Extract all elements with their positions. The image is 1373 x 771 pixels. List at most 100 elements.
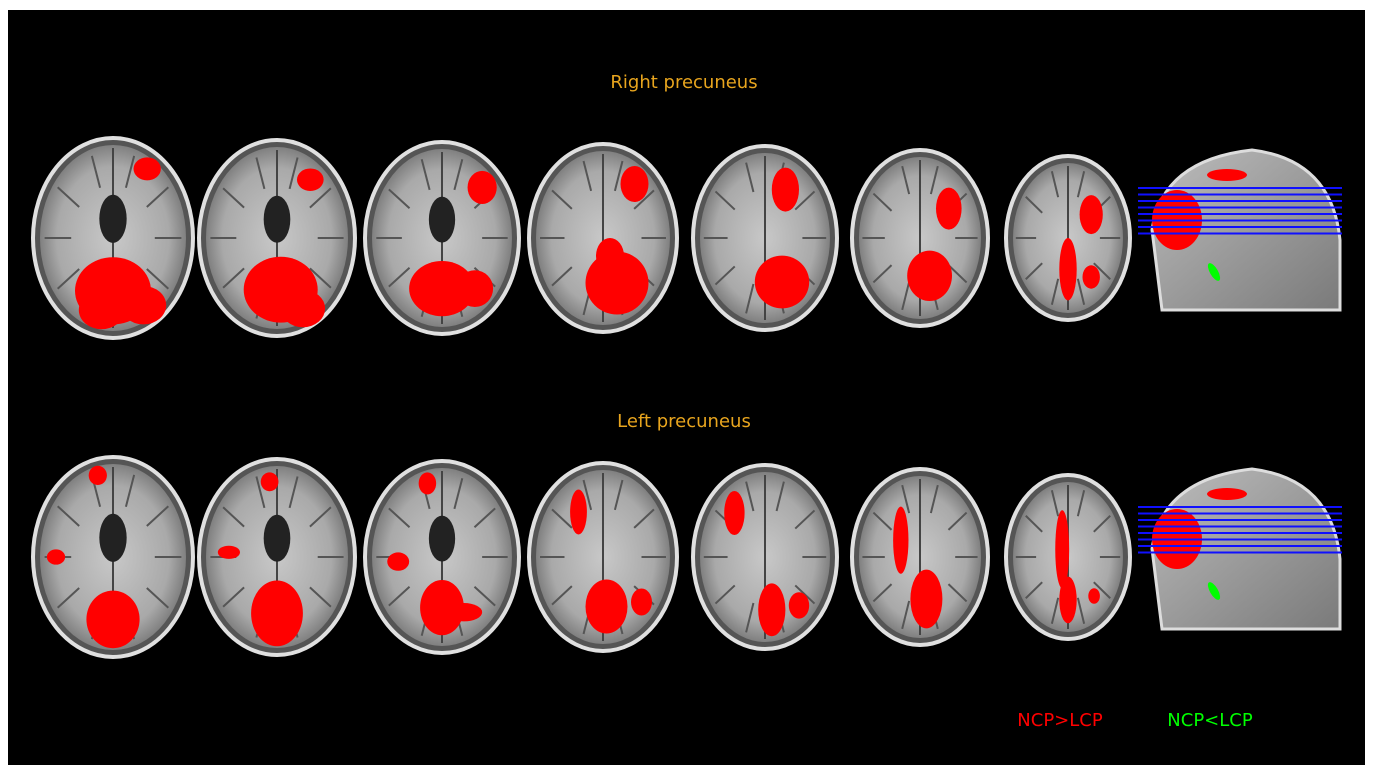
activation	[467, 170, 497, 204]
activation	[1055, 510, 1070, 589]
activation	[724, 491, 745, 535]
axial-slice	[850, 467, 990, 647]
sulcus	[613, 479, 624, 511]
sulcus	[1050, 597, 1060, 624]
sulcus	[255, 476, 266, 509]
sulcus	[1025, 581, 1043, 599]
activation	[418, 472, 437, 495]
sulcus	[714, 584, 736, 605]
activation	[86, 590, 140, 649]
sulcus	[1050, 490, 1060, 517]
sulcus	[794, 584, 816, 605]
sulcus	[146, 268, 170, 290]
axial-slice	[31, 455, 195, 659]
sulcus	[551, 189, 573, 210]
activation	[570, 489, 587, 535]
activation	[585, 579, 628, 634]
axial-slice	[1004, 154, 1132, 322]
activation	[910, 569, 943, 629]
sulcus	[388, 507, 411, 528]
sagittal-slice	[1138, 148, 1342, 312]
axial-slice	[363, 459, 521, 655]
sulcus	[551, 508, 573, 529]
sulcus	[901, 281, 911, 311]
axial-slice	[363, 140, 521, 336]
sulcus	[1093, 262, 1111, 280]
ventricle	[263, 195, 291, 243]
sulcus	[633, 189, 655, 210]
sulcus	[453, 159, 464, 191]
activation	[251, 580, 303, 647]
sulcus	[1050, 171, 1060, 198]
sulcus	[794, 190, 816, 211]
activation	[1059, 576, 1077, 624]
sulcus	[1025, 262, 1043, 280]
ventricle	[99, 194, 127, 243]
sulcus	[453, 478, 464, 510]
sulcus	[1093, 515, 1111, 533]
sulcus	[288, 476, 299, 509]
sulcus	[745, 283, 755, 314]
sulcus	[745, 602, 755, 633]
activation	[280, 289, 326, 328]
sulcus	[551, 266, 573, 287]
legend-label: NCP<LCP	[1167, 710, 1253, 731]
sulcus	[146, 587, 170, 609]
sulcus	[947, 583, 968, 603]
sulcus	[309, 586, 332, 608]
sulcus	[222, 267, 245, 289]
sulcus	[714, 265, 736, 286]
activation	[771, 167, 800, 212]
sulcus	[388, 586, 411, 607]
axial-slice	[527, 142, 679, 334]
activation	[754, 255, 810, 309]
sulcus	[872, 264, 893, 284]
axial-slice	[527, 461, 679, 653]
ventricle	[428, 196, 456, 243]
sulcus	[794, 509, 816, 530]
activation	[1207, 169, 1247, 181]
activation	[260, 472, 279, 492]
sulcus	[309, 187, 332, 209]
axial-slice	[31, 136, 195, 340]
sulcus	[146, 505, 170, 527]
sagittal-slice	[1138, 467, 1342, 631]
sulcus	[124, 155, 136, 189]
activation	[1059, 238, 1077, 301]
sulcus	[255, 157, 266, 190]
cluster	[1207, 582, 1221, 600]
activation	[907, 250, 952, 301]
axial-slice	[850, 148, 990, 328]
activation	[120, 286, 167, 325]
sulcus	[222, 506, 245, 528]
sulcus	[1025, 515, 1043, 533]
activation	[1082, 265, 1100, 289]
sulcus	[473, 507, 496, 528]
activation	[456, 270, 494, 307]
sulcus	[613, 160, 624, 192]
activation	[296, 168, 324, 191]
sulcus	[745, 481, 755, 512]
activation	[893, 506, 909, 574]
sulcus	[1076, 278, 1086, 305]
sulcus	[745, 162, 755, 193]
sulcus	[551, 585, 573, 606]
activation	[445, 603, 483, 622]
sulcus	[947, 511, 968, 531]
sulcus	[1076, 171, 1086, 198]
sulcus	[1050, 278, 1060, 305]
sulcus	[90, 155, 102, 189]
sulcus	[901, 600, 911, 630]
sulcus	[901, 165, 911, 195]
sulcus	[775, 481, 785, 512]
activation	[596, 238, 624, 274]
activation	[387, 552, 410, 571]
ventricle	[428, 515, 456, 562]
sulcus	[388, 267, 411, 288]
sulcus	[582, 160, 593, 192]
sulcus	[929, 165, 939, 195]
background	[8, 10, 1365, 765]
sulcus	[309, 506, 332, 528]
axial-slice	[691, 144, 839, 332]
